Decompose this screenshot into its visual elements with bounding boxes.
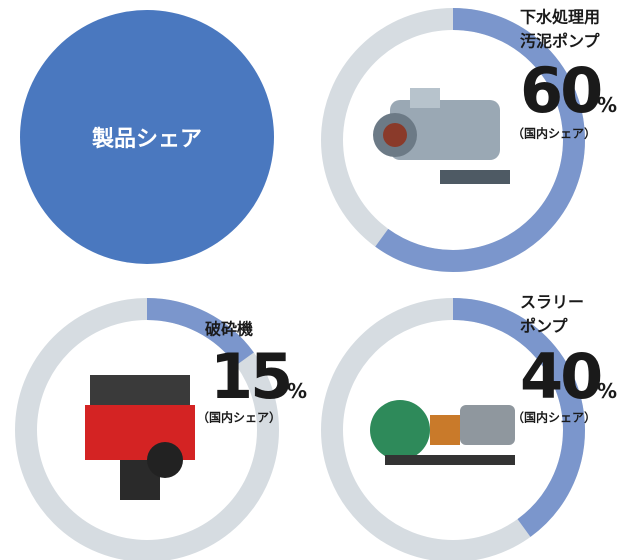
share-note: （国内シェア） — [197, 410, 281, 425]
share-note: （国内シェア） — [512, 410, 596, 425]
share-unit: % — [597, 93, 617, 117]
share-note: （国内シェア） — [512, 126, 596, 141]
product-name: スラリー — [520, 293, 584, 312]
product-name: 破砕機 — [205, 320, 253, 339]
title: 製品シェア — [91, 126, 202, 152]
slurry-pump-illustration — [370, 400, 515, 465]
pump-illustration — [373, 88, 510, 184]
product-name: 汚泥ポンプ — [520, 32, 601, 51]
page: 製品シェア 下水処理用汚泥ポンプ60%（国内シェア）破砕機15%（国内シェア）ス… — [0, 0, 620, 560]
share-unit: % — [287, 379, 307, 403]
share-unit: % — [597, 379, 617, 403]
share-value: 15 — [210, 340, 290, 413]
product-name: 下水処理用 — [520, 8, 600, 27]
infographic: 製品シェア 下水処理用汚泥ポンプ60%（国内シェア）破砕機15%（国内シェア）ス… — [0, 0, 620, 560]
share-value: 60 — [520, 54, 601, 127]
share-value: 40 — [520, 340, 601, 413]
crusher-illustration — [85, 375, 195, 500]
product-name: ポンプ — [520, 317, 569, 336]
